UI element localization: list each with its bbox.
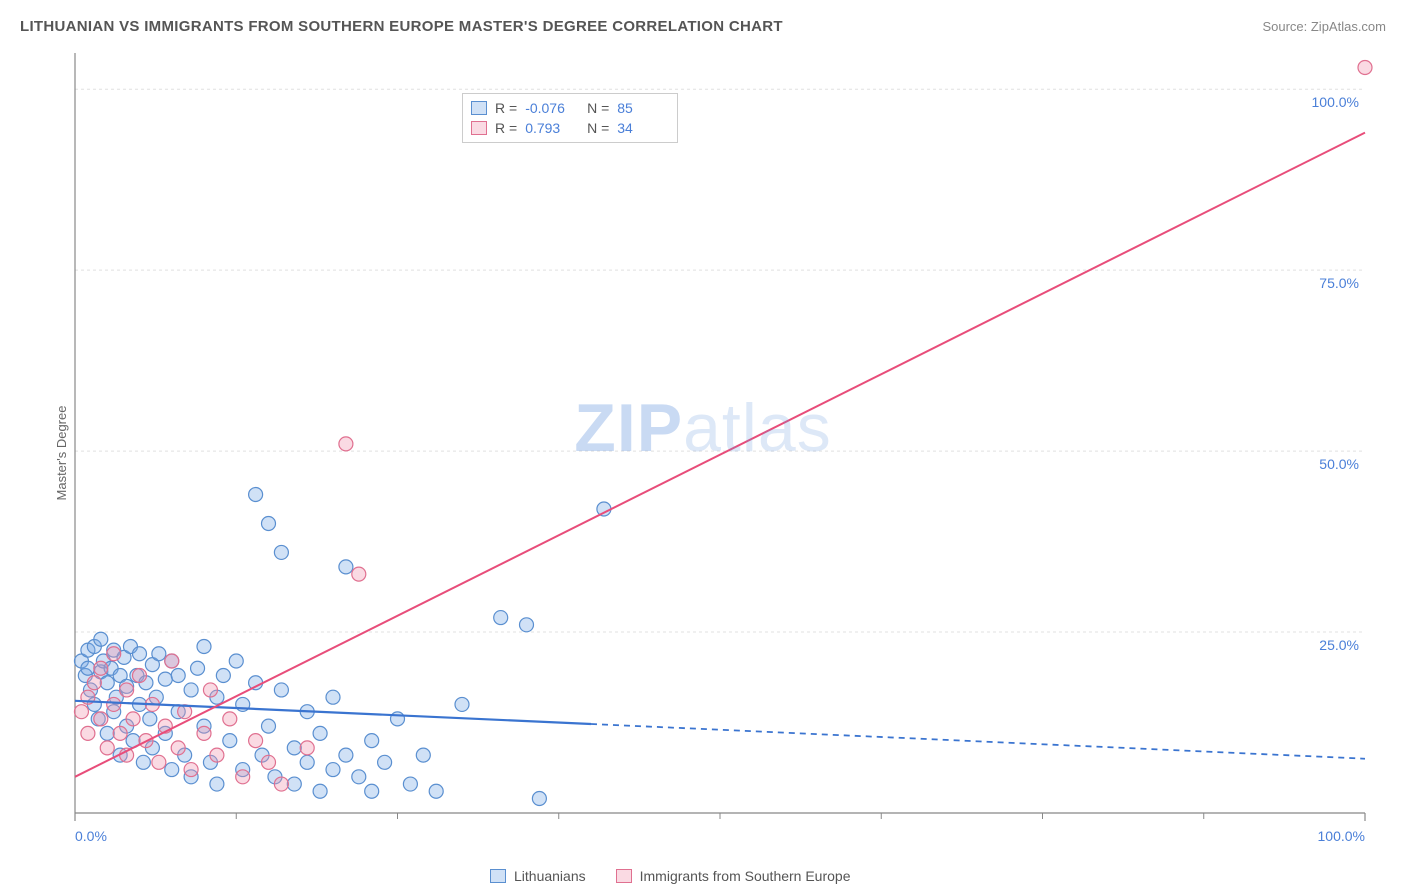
n-label: N =	[583, 98, 609, 118]
r-value: 0.793	[525, 118, 575, 138]
source-credit: Source: ZipAtlas.com	[1262, 19, 1386, 34]
n-value: 85	[617, 98, 667, 118]
source-label: Source:	[1262, 19, 1310, 34]
legend-label: Immigrants from Southern Europe	[640, 868, 851, 884]
svg-text:50.0%: 50.0%	[1319, 456, 1359, 472]
svg-text:100.0%: 100.0%	[1318, 828, 1365, 844]
legend-label: Lithuanians	[514, 868, 586, 884]
chart-title: LITHUANIAN VS IMMIGRANTS FROM SOUTHERN E…	[20, 18, 783, 35]
r-label: R =	[495, 118, 517, 138]
svg-text:0.0%: 0.0%	[75, 828, 107, 844]
r-label: R =	[495, 98, 517, 118]
series-legend: Lithuanians Immigrants from Southern Euro…	[490, 868, 851, 884]
legend-item: Lithuanians	[490, 868, 586, 884]
svg-text:100.0%: 100.0%	[1312, 94, 1359, 110]
source-name: ZipAtlas.com	[1311, 19, 1386, 34]
n-label: N =	[583, 118, 609, 138]
stats-row: R = -0.076 N = 85	[471, 98, 667, 118]
r-value: -0.076	[525, 98, 575, 118]
correlation-scatter-chart: 25.0% 50.0% 75.0% 100.0% 0.0% 100.0%	[20, 43, 1385, 863]
legend-swatch	[471, 101, 487, 115]
legend-swatch	[490, 869, 506, 883]
stats-row: R = 0.793 N = 34	[471, 118, 667, 138]
chart-area: Master's Degree 25.0% 50.0% 75.0% 100.0% 0.0…	[20, 43, 1386, 863]
chart-header: LITHUANIAN VS IMMIGRANTS FROM SOUTHERN E…	[20, 18, 1386, 35]
legend-swatch	[616, 869, 632, 883]
legend-item: Immigrants from Southern Europe	[616, 868, 851, 884]
correlation-stats-box: R = -0.076 N = 85 R = 0.793 N = 34	[462, 93, 678, 143]
legend-swatch	[471, 121, 487, 135]
svg-text:25.0%: 25.0%	[1319, 637, 1359, 653]
y-axis-label: Master's Degree	[54, 406, 69, 501]
svg-text:75.0%: 75.0%	[1319, 275, 1359, 291]
n-value: 34	[617, 118, 667, 138]
